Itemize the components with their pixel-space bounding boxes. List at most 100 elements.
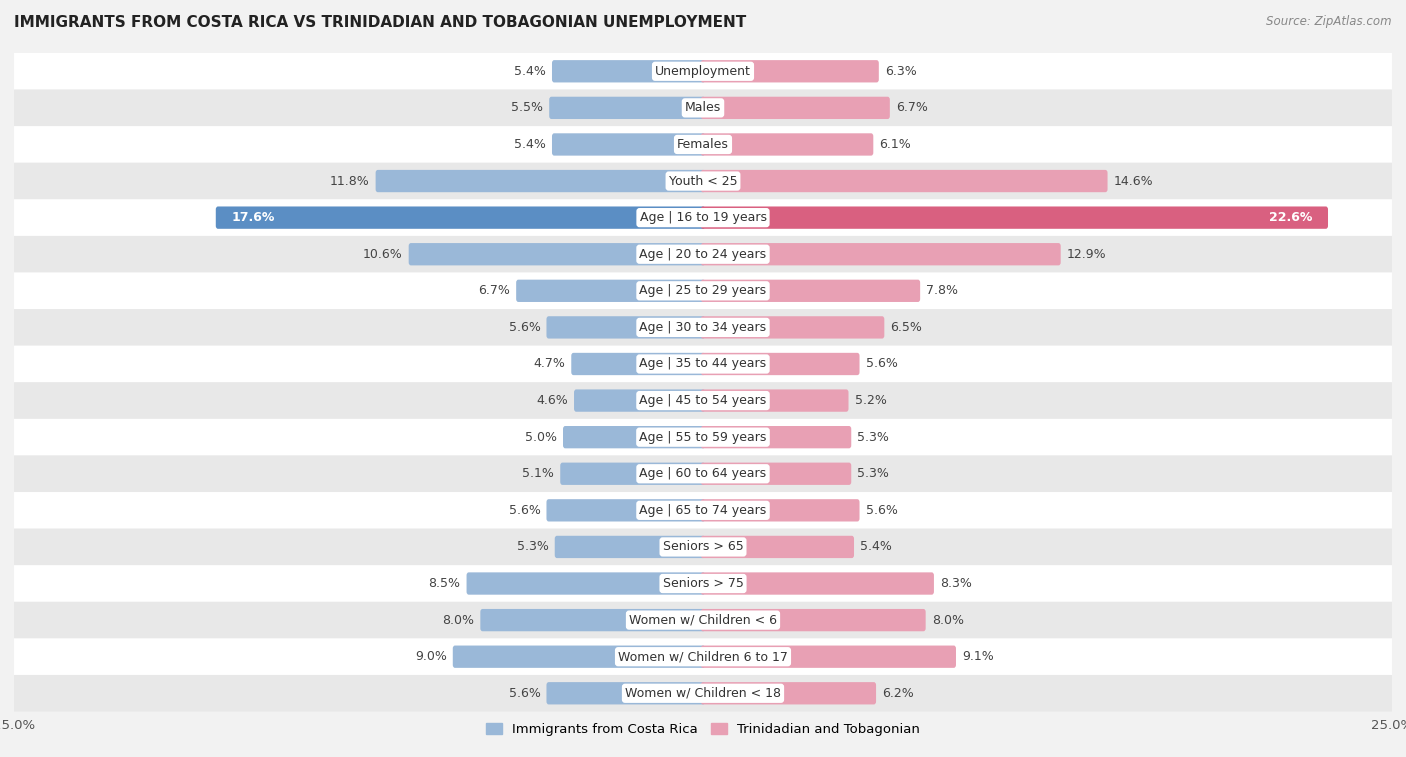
Text: Seniors > 65: Seniors > 65 [662, 540, 744, 553]
FancyBboxPatch shape [700, 646, 956, 668]
FancyBboxPatch shape [14, 638, 1392, 675]
Text: Women w/ Children < 6: Women w/ Children < 6 [628, 614, 778, 627]
FancyBboxPatch shape [14, 273, 1392, 309]
FancyBboxPatch shape [14, 346, 1392, 382]
FancyBboxPatch shape [547, 682, 706, 705]
FancyBboxPatch shape [14, 126, 1392, 163]
Text: 22.6%: 22.6% [1268, 211, 1312, 224]
FancyBboxPatch shape [700, 60, 879, 83]
Text: 5.6%: 5.6% [866, 504, 897, 517]
FancyBboxPatch shape [14, 419, 1392, 456]
Text: Unemployment: Unemployment [655, 65, 751, 78]
Text: Age | 60 to 64 years: Age | 60 to 64 years [640, 467, 766, 480]
Text: 5.1%: 5.1% [522, 467, 554, 480]
FancyBboxPatch shape [700, 207, 1329, 229]
FancyBboxPatch shape [14, 492, 1392, 528]
Text: 8.5%: 8.5% [429, 577, 461, 590]
Text: Males: Males [685, 101, 721, 114]
Legend: Immigrants from Costa Rica, Trinidadian and Tobagonian: Immigrants from Costa Rica, Trinidadian … [481, 718, 925, 741]
FancyBboxPatch shape [700, 279, 920, 302]
FancyBboxPatch shape [547, 499, 706, 522]
FancyBboxPatch shape [547, 316, 706, 338]
Text: Age | 25 to 29 years: Age | 25 to 29 years [640, 285, 766, 298]
Text: Age | 55 to 59 years: Age | 55 to 59 years [640, 431, 766, 444]
Text: 9.0%: 9.0% [415, 650, 447, 663]
FancyBboxPatch shape [516, 279, 706, 302]
FancyBboxPatch shape [700, 536, 853, 558]
FancyBboxPatch shape [14, 382, 1392, 419]
Text: Age | 65 to 74 years: Age | 65 to 74 years [640, 504, 766, 517]
Text: 14.6%: 14.6% [1114, 175, 1153, 188]
Text: 6.3%: 6.3% [884, 65, 917, 78]
Text: 8.3%: 8.3% [941, 577, 972, 590]
FancyBboxPatch shape [700, 170, 1108, 192]
Text: 5.6%: 5.6% [509, 321, 540, 334]
FancyBboxPatch shape [700, 682, 876, 705]
FancyBboxPatch shape [700, 499, 859, 522]
Text: IMMIGRANTS FROM COSTA RICA VS TRINIDADIAN AND TOBAGONIAN UNEMPLOYMENT: IMMIGRANTS FROM COSTA RICA VS TRINIDADIA… [14, 15, 747, 30]
FancyBboxPatch shape [560, 463, 706, 485]
FancyBboxPatch shape [453, 646, 706, 668]
Text: 5.0%: 5.0% [524, 431, 557, 444]
Text: 6.7%: 6.7% [896, 101, 928, 114]
FancyBboxPatch shape [562, 426, 706, 448]
Text: 5.6%: 5.6% [509, 687, 540, 699]
FancyBboxPatch shape [14, 309, 1392, 346]
Text: Age | 30 to 34 years: Age | 30 to 34 years [640, 321, 766, 334]
FancyBboxPatch shape [467, 572, 706, 595]
Text: 9.1%: 9.1% [962, 650, 994, 663]
Text: 5.6%: 5.6% [866, 357, 897, 370]
FancyBboxPatch shape [574, 389, 706, 412]
Text: 5.3%: 5.3% [858, 431, 889, 444]
Text: 5.3%: 5.3% [517, 540, 548, 553]
Text: Women w/ Children < 18: Women w/ Children < 18 [626, 687, 780, 699]
FancyBboxPatch shape [14, 456, 1392, 492]
FancyBboxPatch shape [14, 602, 1392, 638]
Text: Age | 20 to 24 years: Age | 20 to 24 years [640, 248, 766, 260]
FancyBboxPatch shape [14, 53, 1392, 89]
Text: 5.2%: 5.2% [855, 394, 886, 407]
Text: 6.1%: 6.1% [879, 138, 911, 151]
Text: 8.0%: 8.0% [443, 614, 474, 627]
FancyBboxPatch shape [700, 353, 859, 375]
Text: Age | 45 to 54 years: Age | 45 to 54 years [640, 394, 766, 407]
Text: 5.5%: 5.5% [512, 101, 543, 114]
FancyBboxPatch shape [700, 133, 873, 156]
FancyBboxPatch shape [700, 572, 934, 595]
Text: 5.4%: 5.4% [515, 65, 546, 78]
FancyBboxPatch shape [700, 316, 884, 338]
Text: Source: ZipAtlas.com: Source: ZipAtlas.com [1267, 15, 1392, 28]
FancyBboxPatch shape [14, 163, 1392, 199]
Text: 17.6%: 17.6% [232, 211, 276, 224]
FancyBboxPatch shape [14, 565, 1392, 602]
FancyBboxPatch shape [14, 199, 1392, 236]
Text: 4.7%: 4.7% [533, 357, 565, 370]
FancyBboxPatch shape [215, 207, 706, 229]
FancyBboxPatch shape [700, 97, 890, 119]
Text: Females: Females [678, 138, 728, 151]
FancyBboxPatch shape [700, 463, 851, 485]
FancyBboxPatch shape [550, 97, 706, 119]
Text: 10.6%: 10.6% [363, 248, 402, 260]
FancyBboxPatch shape [14, 236, 1392, 273]
FancyBboxPatch shape [14, 528, 1392, 565]
Text: Seniors > 75: Seniors > 75 [662, 577, 744, 590]
Text: Youth < 25: Youth < 25 [669, 175, 737, 188]
Text: 5.4%: 5.4% [860, 540, 891, 553]
FancyBboxPatch shape [14, 89, 1392, 126]
FancyBboxPatch shape [700, 243, 1060, 266]
FancyBboxPatch shape [375, 170, 706, 192]
Text: Age | 35 to 44 years: Age | 35 to 44 years [640, 357, 766, 370]
Text: Age | 16 to 19 years: Age | 16 to 19 years [640, 211, 766, 224]
Text: 8.0%: 8.0% [932, 614, 963, 627]
Text: 5.4%: 5.4% [515, 138, 546, 151]
FancyBboxPatch shape [700, 609, 925, 631]
Text: 12.9%: 12.9% [1067, 248, 1107, 260]
Text: 6.5%: 6.5% [890, 321, 922, 334]
FancyBboxPatch shape [555, 536, 706, 558]
FancyBboxPatch shape [553, 60, 706, 83]
FancyBboxPatch shape [553, 133, 706, 156]
FancyBboxPatch shape [700, 389, 848, 412]
Text: 5.3%: 5.3% [858, 467, 889, 480]
Text: 11.8%: 11.8% [330, 175, 370, 188]
